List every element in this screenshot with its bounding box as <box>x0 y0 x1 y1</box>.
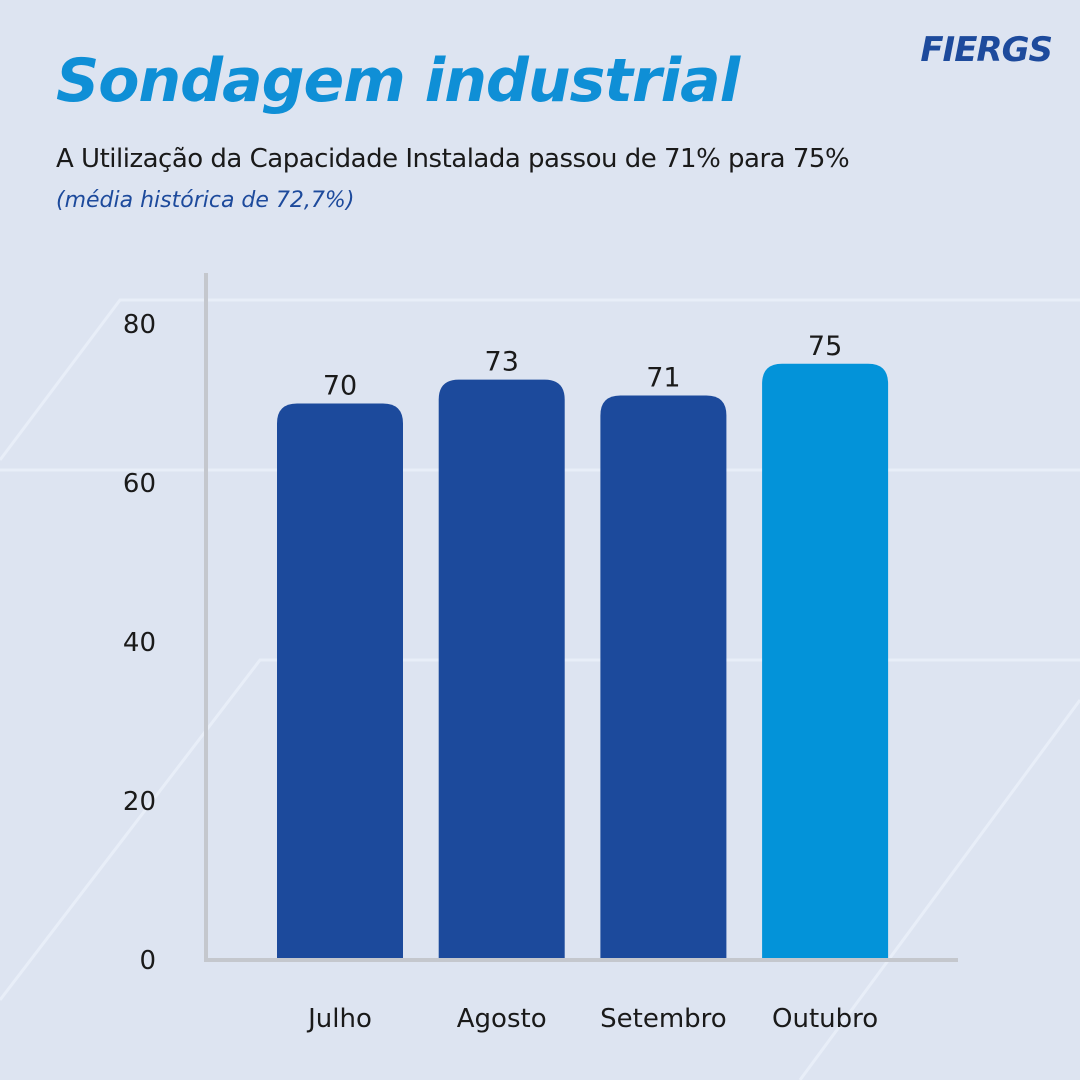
bar-julho <box>277 403 403 960</box>
x-tick-label-agosto: Agosto <box>457 1004 547 1034</box>
y-tick-label-0: 0 <box>139 946 156 976</box>
value-label-setembro: 71 <box>646 363 680 394</box>
x-tick-label-julho: Julho <box>306 1004 372 1034</box>
bar-setembro <box>600 395 727 960</box>
y-axis-labels: 0 20 40 60 80 <box>123 310 156 976</box>
y-tick-label-20: 20 <box>123 787 156 817</box>
historical-average-note: (média histórica de 72,7%) <box>56 188 355 213</box>
bar-outubro <box>762 363 889 960</box>
value-label-julho: 70 <box>323 371 357 402</box>
value-labels: 70 73 71 75 <box>323 331 842 402</box>
page-subtitle: A Utilização da Capacidade Instalada pas… <box>56 144 850 174</box>
x-axis-labels: Julho Agosto Setembro Outubro <box>306 1004 878 1034</box>
y-tick-label-60: 60 <box>123 469 156 499</box>
bar-agosto <box>438 379 565 960</box>
bars <box>277 363 889 960</box>
y-tick-label-80: 80 <box>123 310 156 340</box>
x-tick-label-outubro: Outubro <box>772 1004 878 1034</box>
page-title: Sondagem industrial <box>56 46 740 116</box>
value-label-agosto: 73 <box>485 347 519 378</box>
axes <box>204 273 958 962</box>
y-tick-label-40: 40 <box>123 628 156 658</box>
fiergs-logo: FIERGS <box>920 30 1053 70</box>
x-tick-label-setembro: Setembro <box>600 1004 727 1034</box>
value-label-outubro: 75 <box>808 331 842 362</box>
